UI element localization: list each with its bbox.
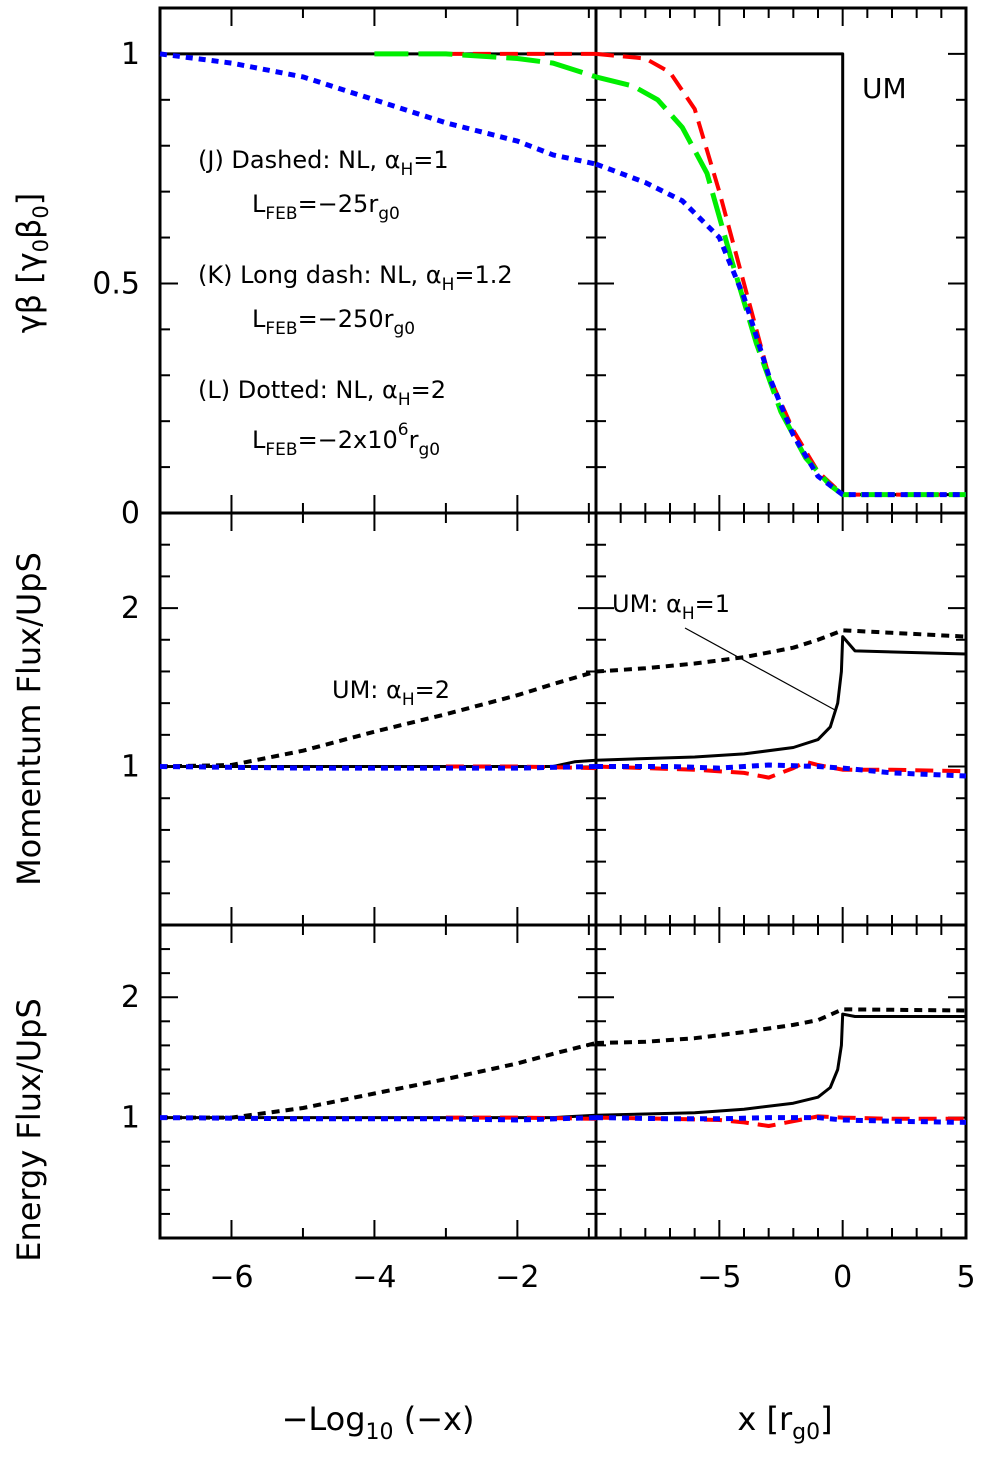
ylabel-bottom: Energy Flux/UpS xyxy=(10,998,48,1262)
series-k-panel1-right xyxy=(595,74,966,498)
legend-l-line2: LFEB=−2x106rg0 xyxy=(252,420,440,460)
xlabel-left: −Log10 (−x) xyxy=(282,1400,475,1445)
ytick-label: 2 xyxy=(121,591,140,626)
um-ah1-pointer-line xyxy=(684,627,836,711)
series-um_ah1-panel2-right xyxy=(595,635,967,762)
series-j-panel1-right xyxy=(595,51,966,497)
xtick-label-right: 0 xyxy=(833,1260,852,1295)
legend-j-line1: (J) Dashed: NL, αH=1 xyxy=(198,146,449,180)
legend: (J) Dashed: NL, αH=1 LFEB=−25rg0 (K) Lon… xyxy=(198,146,513,460)
ticks xyxy=(160,8,966,1238)
ylabel-middle: Momentum Flux/UpS xyxy=(10,552,48,886)
series-um_ah2-panel3-left xyxy=(160,1041,597,1120)
ytick-label: 0.5 xyxy=(92,266,140,301)
ytick-label: 0 xyxy=(121,496,140,531)
annotation-um-ah2: UM: αH=2 xyxy=(332,676,450,710)
xtick-label-right: 5 xyxy=(956,1260,975,1295)
ytick-label: 1 xyxy=(121,37,140,72)
series-um-panel1-right xyxy=(596,52,966,497)
curves xyxy=(159,51,967,1128)
annotation-um-ah1: UM: αH=1 xyxy=(612,590,730,624)
legend-k-line2: LFEB=−250rg0 xyxy=(252,305,415,339)
xtick-label-left: −4 xyxy=(352,1260,396,1295)
legend-l-line1: (L) Dotted: NL, αH=2 xyxy=(198,376,446,410)
ytick-label: 1 xyxy=(121,1101,140,1136)
series-j-panel3-right xyxy=(595,1114,966,1128)
legend-k-line1: (K) Long dash: NL, αH=1.2 xyxy=(198,261,513,295)
series-l-panel2-left xyxy=(159,764,597,771)
series-um_ah2-panel2-left xyxy=(159,669,597,769)
outer-frame xyxy=(158,6,968,1240)
tick-labels: 0 0.5 1 1 2 1 2 −6 −4 −2 −5 0 5 xyxy=(92,37,975,1295)
series-l-panel1-right xyxy=(595,161,966,498)
series-l-panel3-right xyxy=(595,1115,967,1125)
series-l-panel2-right xyxy=(596,762,967,779)
legend-j-line2: LFEB=−25rg0 xyxy=(252,190,400,224)
series-l-panel3-left xyxy=(159,1115,597,1123)
xtick-label-right: −5 xyxy=(697,1260,741,1295)
ytick-label: 2 xyxy=(121,980,140,1015)
ytick-label: 1 xyxy=(121,750,140,785)
series-k-panel1-left xyxy=(374,51,597,80)
annotation-um: UM xyxy=(862,72,907,105)
xlabel-right: x [rg0] xyxy=(737,1400,832,1445)
panel-frames xyxy=(158,6,968,1240)
series-um_ah2-panel2-right xyxy=(595,628,967,674)
annotation-pointer xyxy=(684,627,836,711)
series-um_ah2-panel3-right xyxy=(595,1007,967,1045)
xtick-label-left: −2 xyxy=(495,1260,539,1295)
series-um_ah1-panel3-right xyxy=(595,1012,966,1117)
series-l-panel1-left xyxy=(159,51,597,167)
xtick-label-left: −6 xyxy=(209,1260,253,1295)
ylabel-top: γβ [γ0β0] xyxy=(10,193,53,334)
